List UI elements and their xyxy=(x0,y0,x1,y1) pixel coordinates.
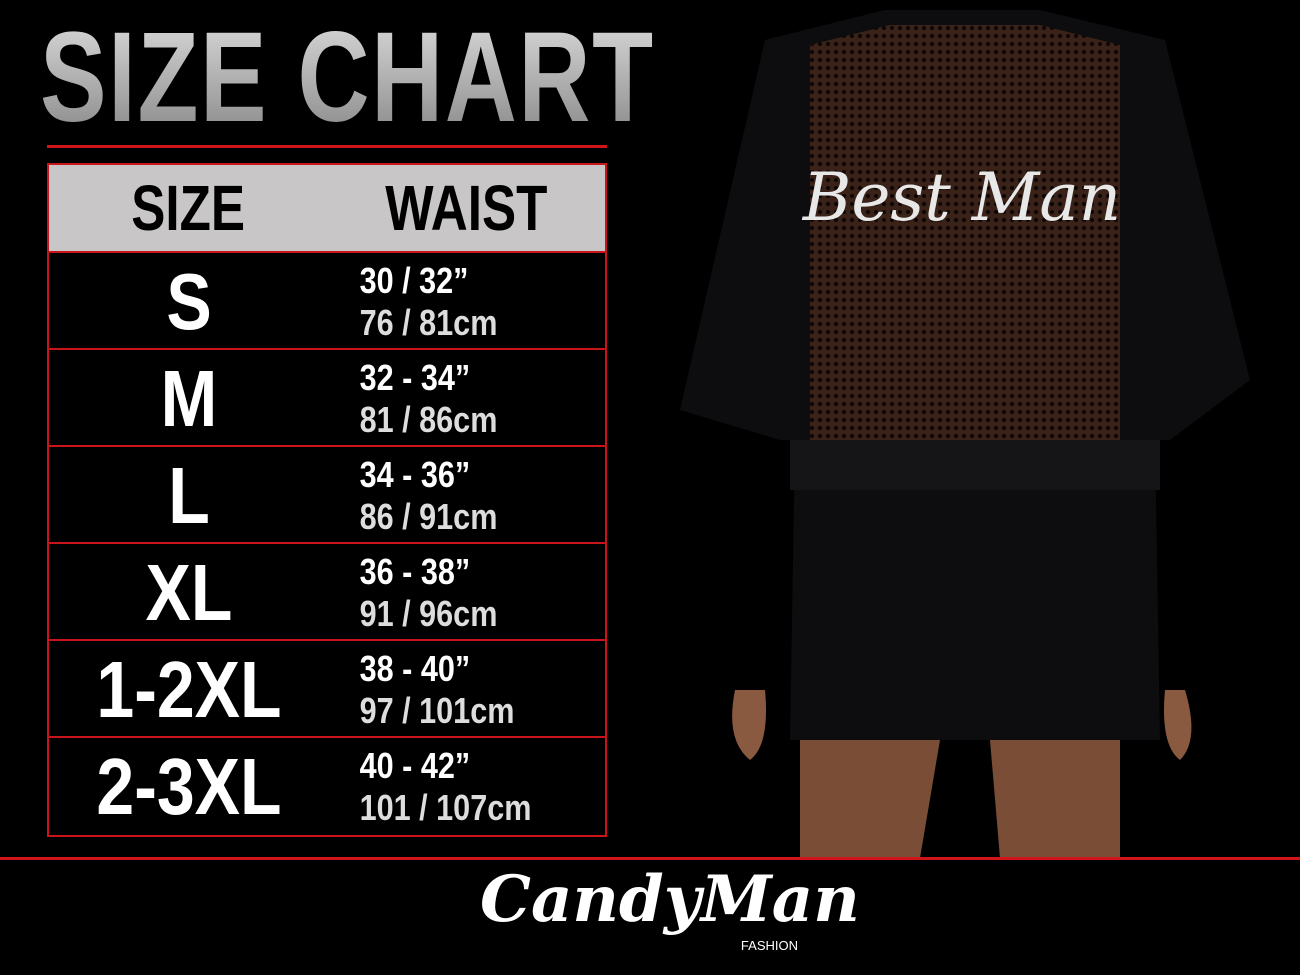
waist-values: 34 - 36” 86 / 91cm xyxy=(329,447,498,542)
right-hand xyxy=(1164,690,1192,760)
waist-inches: 40 - 42” xyxy=(359,745,471,786)
size-label: S xyxy=(166,257,212,346)
waist-cm: 76 / 81cm xyxy=(359,302,498,343)
size-label: M xyxy=(160,354,218,443)
waist-values: 40 - 42” 101 / 107cm xyxy=(329,738,532,835)
waist-cm: 86 / 91cm xyxy=(359,496,498,537)
header-size: SIZE xyxy=(131,172,245,244)
waist-cm: 81 / 86cm xyxy=(359,399,498,440)
brand-logo: CandyMan FASHION xyxy=(480,862,860,954)
table-row: S 30 / 32” 76 / 81cm xyxy=(49,253,605,350)
waist-values: 32 - 34” 81 / 86cm xyxy=(329,350,498,445)
product-photo: Best Man xyxy=(680,10,1250,858)
table-row: 2-3XL 40 - 42” 101 / 107cm xyxy=(49,738,605,835)
table-row: M 32 - 34” 81 / 86cm xyxy=(49,350,605,447)
divider xyxy=(47,145,607,148)
left-hand xyxy=(732,690,766,760)
waist-inches: 36 - 38” xyxy=(359,551,471,592)
table-header: SIZE WAIST xyxy=(49,165,605,253)
size-label: 1-2XL xyxy=(96,645,282,734)
table-row: XL 36 - 38” 91 / 96cm xyxy=(49,544,605,641)
table-row: 1-2XL 38 - 40” 97 / 101cm xyxy=(49,641,605,738)
waist-inches: 38 - 40” xyxy=(359,648,471,689)
right-leg xyxy=(990,740,1120,858)
brand-name: CandyMan xyxy=(480,862,860,937)
waist-inches: 30 / 32” xyxy=(359,260,469,301)
footer-divider xyxy=(0,857,1300,860)
waist-values: 36 - 38” 91 / 96cm xyxy=(329,544,498,639)
brand-sub: FASHION xyxy=(740,938,798,953)
size-table: SIZE WAIST S 30 / 32” 76 / 81cm M 32 - 34” 81… xyxy=(47,163,607,837)
waist-cm: 97 / 101cm xyxy=(359,690,515,731)
page-title: SIZE CHART xyxy=(40,6,655,149)
size-label: L xyxy=(168,451,210,540)
header-waist: WAIST xyxy=(384,172,548,244)
table-body: S 30 / 32” 76 / 81cm M 32 - 34” 81 / 86cm L 34 … xyxy=(49,253,605,835)
robe-belt xyxy=(790,440,1160,490)
back-print: Best Man xyxy=(802,159,1121,236)
left-leg xyxy=(800,740,940,858)
size-label: XL xyxy=(145,548,233,637)
waist-inches: 32 - 34” xyxy=(359,357,471,398)
waist-values: 38 - 40” 97 / 101cm xyxy=(329,641,515,736)
waist-inches: 34 - 36” xyxy=(359,454,471,495)
waist-values: 30 / 32” 76 / 81cm xyxy=(329,253,498,348)
size-label: 2-3XL xyxy=(96,742,282,831)
waist-cm: 101 / 107cm xyxy=(359,787,532,828)
waist-cm: 91 / 96cm xyxy=(359,593,498,634)
table-row: L 34 - 36” 86 / 91cm xyxy=(49,447,605,544)
mesh-panel xyxy=(810,25,1120,440)
